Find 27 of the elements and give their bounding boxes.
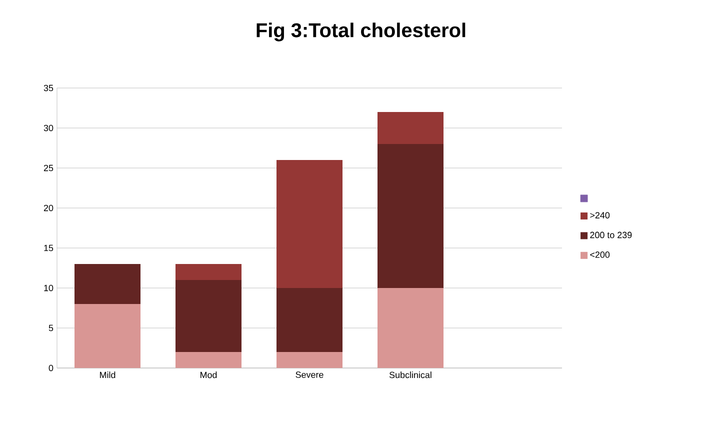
bar [276,288,343,352]
legend-label: >240 [590,212,610,218]
bar [176,352,242,368]
y-tick-label: 5 [48,324,54,332]
legend-label: 200 to 239 [590,232,632,238]
legend-label: <200 [590,252,610,258]
bar [176,264,242,280]
y-tick-label: 10 [44,284,54,292]
y-tick-label: 20 [44,204,54,212]
bar [378,112,444,144]
y-tick-label: 30 [44,124,54,132]
bar [378,288,444,368]
bar [276,352,343,368]
bar [378,144,444,288]
y-tick-label: 35 [44,84,54,92]
x-tick-label: Mod [200,372,217,378]
x-tick-label: Subclinical [389,372,432,378]
bar [74,304,140,368]
y-tick-label: 15 [44,244,54,252]
bar [176,280,242,352]
x-tick-label: Mild [100,372,116,378]
chart-title: Fig 3:Total cholesterol [256,22,466,42]
x-tick-label: Severe [296,372,324,378]
bar [74,264,140,304]
y-tick-label: 25 [44,164,54,172]
bar [276,160,343,288]
y-tick-label: 0 [48,364,54,372]
